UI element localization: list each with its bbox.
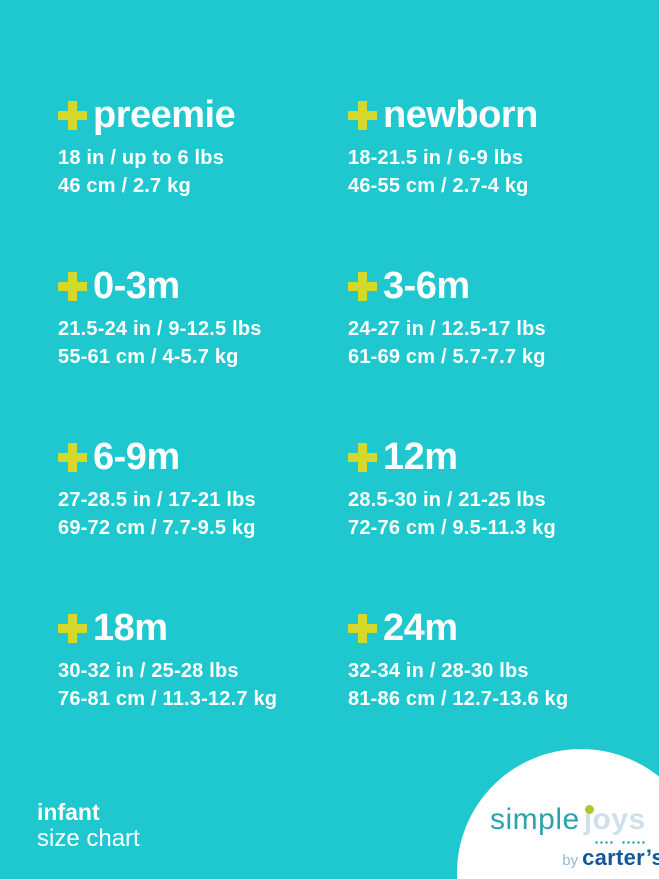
size-imperial-range: 21.5-24 in / 9-12.5 lbs — [58, 318, 262, 340]
green-dot-icon — [584, 805, 594, 814]
size-label: 0-3m — [93, 265, 180, 307]
logo-joys-text: joys — [583, 803, 646, 836]
logo-carters-text: carter’s — [582, 845, 659, 870]
size-imperial-range: 24-27 in / 12.5-17 lbs — [348, 318, 546, 340]
logo-word-joys: joys — [583, 803, 646, 844]
size-card-newborn: newborn 18-21.5 in / 6-9 lbs 46-55 cm / … — [348, 93, 638, 264]
size-header: 6-9m — [58, 435, 348, 479]
size-card-18m: 18m 30-32 in / 25-28 lbs 76-81 cm / 11.3… — [58, 606, 348, 777]
size-metric-range: 61-69 cm / 5.7-7.7 kg — [348, 346, 546, 368]
size-metric-range: 81-86 cm / 12.7-13.6 kg — [348, 688, 569, 710]
size-label: 3-6m — [383, 265, 470, 307]
logo-by-text: by — [562, 852, 579, 869]
size-card-preemie: preemie 18 in / up to 6 lbs 46 cm / 2.7 … — [58, 93, 348, 264]
plus-icon — [58, 100, 87, 130]
plus-icon — [348, 442, 377, 472]
size-grid: preemie 18 in / up to 6 lbs 46 cm / 2.7 … — [58, 93, 638, 777]
plus-icon — [348, 100, 377, 130]
size-metric-range: 55-61 cm / 4-5.7 kg — [58, 346, 239, 368]
size-metric-range: 76-81 cm / 11.3-12.7 kg — [58, 688, 278, 710]
chart-title: size chart — [37, 825, 140, 852]
plus-icon — [58, 613, 87, 643]
size-imperial-range: 30-32 in / 25-28 lbs — [58, 660, 239, 682]
size-header: preemie — [58, 93, 348, 137]
size-header: 18m — [58, 606, 348, 650]
size-header: 0-3m — [58, 264, 348, 308]
size-metric-range: 69-72 cm / 7.7-9.5 kg — [58, 517, 256, 539]
plus-icon — [58, 271, 87, 301]
size-imperial-range: 18 in / up to 6 lbs — [58, 147, 225, 169]
size-imperial-range: 28.5-30 in / 21-25 lbs — [348, 489, 546, 511]
size-label: newborn — [383, 94, 538, 136]
dotted-underline-right — [620, 841, 645, 844]
size-header: newborn — [348, 93, 638, 137]
size-card-12m: 12m 28.5-30 in / 21-25 lbs 72-76 cm / 9.… — [348, 435, 638, 606]
caption-category: infant — [37, 799, 100, 825]
size-card-0-3m: 0-3m 21.5-24 in / 9-12.5 lbs 55-61 cm / … — [58, 264, 348, 435]
dotted-underline-left — [593, 841, 615, 844]
size-imperial-range: 27-28.5 in / 17-21 lbs — [58, 489, 256, 511]
size-card-6-9m: 6-9m 27-28.5 in / 17-21 lbs 69-72 cm / 7… — [58, 435, 348, 606]
size-metric-range: 46-55 cm / 2.7-4 kg — [348, 175, 529, 197]
size-metric-range: 72-76 cm / 9.5-11.3 kg — [348, 517, 556, 539]
size-label: 24m — [383, 607, 458, 649]
logo-word-simple: simple — [490, 803, 580, 836]
size-card-3-6m: 3-6m 24-27 in / 12.5-17 lbs 61-69 cm / 5… — [348, 264, 638, 435]
chart-caption: infant size chart — [37, 799, 140, 853]
size-label: 6-9m — [93, 436, 180, 478]
size-header: 3-6m — [348, 264, 638, 308]
size-card-24m: 24m 32-34 in / 28-30 lbs 81-86 cm / 12.7… — [348, 606, 638, 777]
plus-icon — [348, 271, 377, 301]
size-label: preemie — [93, 94, 236, 136]
size-label: 12m — [383, 436, 458, 478]
plus-icon — [348, 613, 377, 643]
size-label: 18m — [93, 607, 168, 649]
size-header: 12m — [348, 435, 638, 479]
logo-brand-line: simple joys — [490, 803, 659, 844]
size-header: 24m — [348, 606, 638, 650]
size-imperial-range: 32-34 in / 28-30 lbs — [348, 660, 529, 682]
size-imperial-range: 18-21.5 in / 6-9 lbs — [348, 147, 524, 169]
plus-icon — [58, 442, 87, 472]
size-metric-range: 46 cm / 2.7 kg — [58, 175, 191, 197]
